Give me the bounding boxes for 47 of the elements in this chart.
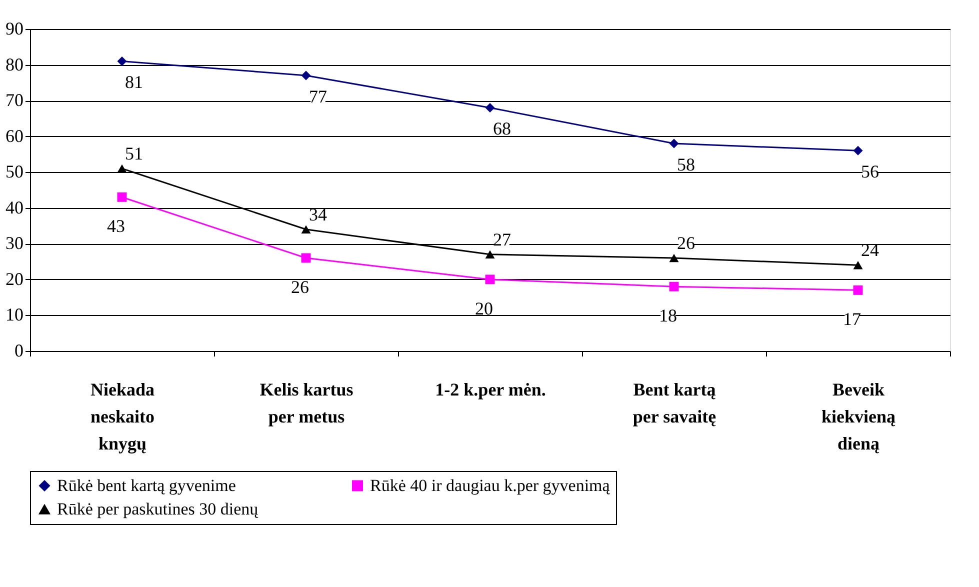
data-label: 34 (309, 204, 327, 224)
point (117, 164, 127, 173)
point (853, 146, 863, 156)
data-label: 81 (125, 72, 143, 92)
data-label: 17 (843, 309, 861, 330)
point (485, 102, 495, 112)
point (301, 225, 311, 234)
data-label: 68 (493, 118, 511, 139)
legend-label: Rūkė bent kartą gyvenime (57, 476, 236, 495)
data-label: 26 (677, 232, 695, 253)
x-tick-label: Beveik kiekvieną dieną (821, 380, 896, 454)
y-tick-label: 60 (6, 126, 24, 146)
y-tick-label: 0 (14, 340, 24, 360)
point (117, 192, 127, 202)
y-tick-label: 80 (6, 54, 24, 74)
x-tick-label: Niekada neskaito knygų (90, 380, 155, 454)
legend-label: Rūkė per paskutines 30 dienų (57, 500, 259, 518)
x-tick-label: Kelis kartus per metus (260, 380, 354, 426)
data-label: 20 (475, 298, 493, 318)
data-label: 56 (861, 162, 879, 182)
point (669, 138, 679, 148)
y-tick-label: 70 (6, 90, 24, 110)
data-label: 77 (309, 86, 327, 107)
point (301, 70, 311, 80)
data-label: 51 (125, 144, 143, 164)
data-label: 27 (493, 229, 511, 250)
point (117, 56, 127, 66)
legend-label: Rūkė 40 ir daugiau k.per gyvenimą (370, 476, 610, 495)
x-tick-label: 1-2 k.per mėn. (435, 380, 546, 400)
point (853, 285, 863, 295)
point (301, 253, 311, 263)
y-tick-label: 30 (6, 233, 24, 254)
point (669, 282, 679, 292)
x-tick-label: Bent kartą per savaitę (632, 380, 716, 426)
y-tick-label: 10 (6, 304, 24, 325)
y-tick-label: 90 (6, 18, 24, 38)
data-label: 43 (107, 216, 125, 236)
point (669, 254, 679, 262)
y-tick-label: 20 (6, 268, 24, 289)
y-tick-label: 40 (6, 197, 24, 218)
data-label: 18 (659, 306, 677, 326)
point (853, 261, 863, 270)
y-tick-label: 50 (6, 162, 24, 182)
point (485, 274, 495, 284)
point (485, 250, 495, 259)
data-label: 58 (677, 154, 695, 174)
data-label: 26 (291, 276, 309, 297)
